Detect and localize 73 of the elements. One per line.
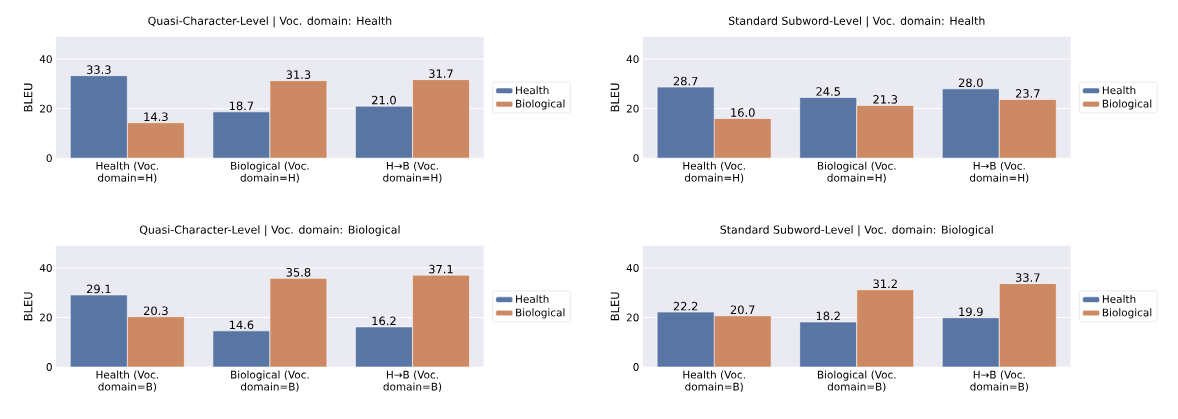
bar xyxy=(799,321,858,368)
y-tick-label: 20 xyxy=(626,104,639,113)
bar xyxy=(941,88,1000,159)
bar xyxy=(941,317,1000,368)
data-label: 14.6 xyxy=(229,320,254,330)
data-label: 22.2 xyxy=(673,301,698,311)
x-tick-label: Health (Voc. domain=H) xyxy=(96,161,159,184)
data-label: 31.2 xyxy=(873,279,897,289)
chart-title: Standard Subword-Level | Voc. domain: Health xyxy=(728,16,985,28)
data-label: 29.1 xyxy=(86,284,111,294)
bar xyxy=(799,97,858,159)
data-label: 20.7 xyxy=(730,305,755,315)
data-label: 35.8 xyxy=(286,268,311,277)
data-label: 16.2 xyxy=(372,316,396,326)
legend-label: Biological xyxy=(516,99,565,110)
y-tick-label: 20 xyxy=(40,313,52,322)
chart-title: Quasi-Character-Level | Voc. domain: Health xyxy=(148,16,392,28)
legend-label: Health xyxy=(516,295,549,304)
data-label: 28.7 xyxy=(673,76,698,86)
x-tick-label: H→B (Voc. domain=B) xyxy=(383,370,442,392)
x-tick-label: Biological (Voc. domain=B) xyxy=(817,370,896,392)
legend-label: Health xyxy=(516,86,549,95)
data-label: 37.1 xyxy=(429,264,453,274)
legend-label: Biological xyxy=(1102,308,1152,319)
data-label: 23.7 xyxy=(1015,89,1040,98)
y-axis-title: BLEU xyxy=(23,83,33,112)
bar xyxy=(999,283,1057,368)
bar xyxy=(657,312,715,368)
legend-label: Biological xyxy=(1102,99,1152,110)
x-tick-label: Health (Voc. domain=H) xyxy=(683,161,745,184)
y-tick-label: 40 xyxy=(626,264,639,273)
y-tick-label: 0 xyxy=(633,154,639,163)
data-label: 33.7 xyxy=(1015,273,1040,282)
legend-label: Biological xyxy=(516,308,565,319)
y-axis-title: BLEU xyxy=(610,83,620,112)
y-tick-label: 20 xyxy=(626,313,639,322)
data-label: 20.3 xyxy=(143,306,168,316)
data-label: 14.3 xyxy=(144,112,168,122)
y-tick-label: 0 xyxy=(633,363,639,372)
bar xyxy=(856,289,915,368)
data-label: 28.0 xyxy=(958,78,983,88)
chart-title: Standard Subword-Level | Voc. domain: Biological xyxy=(720,225,993,237)
y-tick-label: 0 xyxy=(46,154,52,163)
data-label: 24.5 xyxy=(816,87,840,96)
data-label: 21.0 xyxy=(372,95,396,105)
bar xyxy=(656,86,715,159)
x-tick-label: Health (Voc. domain=B) xyxy=(96,370,159,392)
x-tick-label: Biological (Voc. domain=B) xyxy=(231,370,309,392)
y-tick-label: 40 xyxy=(39,55,52,64)
data-label: 18.7 xyxy=(229,101,254,111)
x-tick-label: Biological (Voc. domain=H) xyxy=(817,161,896,184)
data-label: 21.3 xyxy=(873,95,898,104)
bar xyxy=(714,315,772,368)
data-label: 18.2 xyxy=(816,311,840,321)
data-label: 19.9 xyxy=(959,307,983,317)
data-label: 33.3 xyxy=(86,65,111,75)
y-tick-label: 40 xyxy=(39,264,52,273)
x-tick-label: H→B (Voc. domain=H) xyxy=(969,161,1029,184)
y-axis-title: BLEU xyxy=(610,292,620,321)
x-tick-label: H→B (Voc. domain=B) xyxy=(970,370,1028,392)
chart-title: Quasi-Character-Level | Voc. domain: Biological xyxy=(139,225,400,237)
y-tick-label: 0 xyxy=(46,363,52,372)
x-tick-label: H→B (Voc. domain=H) xyxy=(383,161,442,184)
y-axis-title: BLEU xyxy=(23,292,33,321)
y-tick-label: 20 xyxy=(40,104,52,113)
legend-label: Health xyxy=(1102,86,1136,95)
y-tick-label: 40 xyxy=(626,55,639,64)
data-label: 16.0 xyxy=(731,108,755,117)
data-label: 31.3 xyxy=(286,70,311,80)
legend-label: Health xyxy=(1102,295,1136,304)
x-tick-label: Health (Voc. domain=B) xyxy=(683,370,745,392)
x-tick-label: Biological (Voc. domain=H) xyxy=(231,161,309,184)
data-label: 31.7 xyxy=(429,69,453,79)
